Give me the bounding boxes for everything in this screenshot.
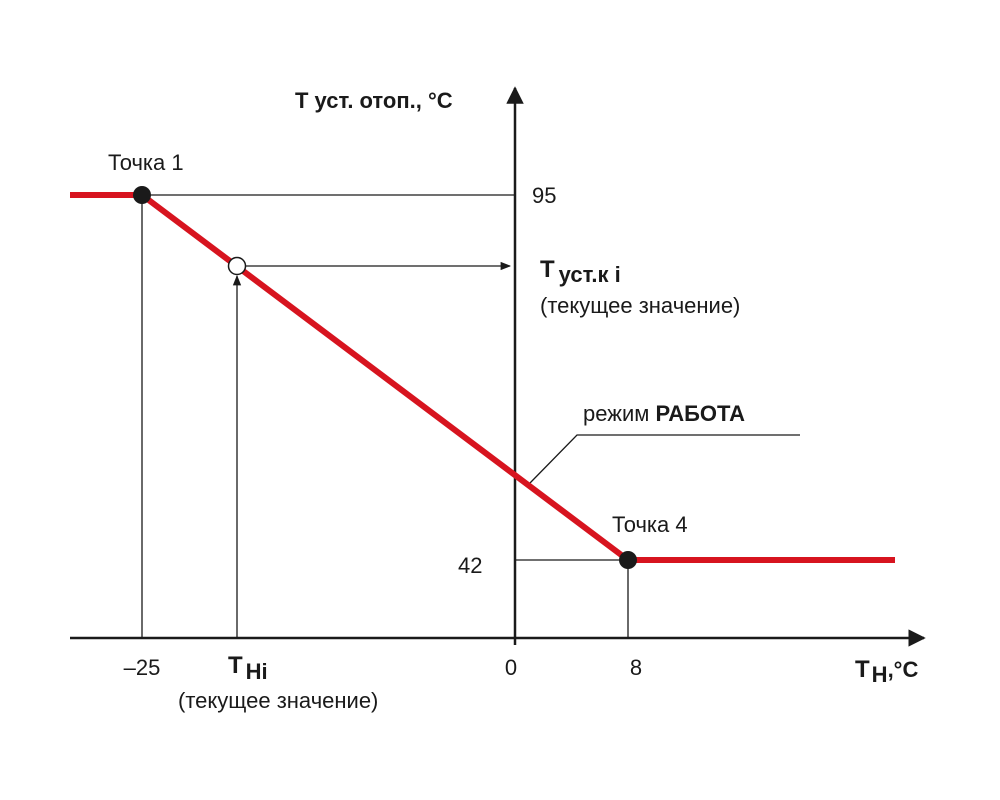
setpoint-main: Т — [540, 256, 555, 283]
y-axis-label: Т уст. отоп., °С — [295, 88, 453, 113]
x-tick-label: 0 — [505, 655, 517, 680]
y-tick-label: 42 — [458, 553, 482, 578]
outdoor-sub: Нi — [246, 659, 268, 684]
mode-name: РАБОТА — [655, 401, 745, 426]
mode-label: режим РАБОТА — [583, 401, 745, 426]
heating-curve — [70, 192, 895, 563]
x-axis-label: ТН,°С — [855, 656, 918, 687]
point-label: Точка 4 — [612, 512, 688, 537]
point-label: Точка 1 — [108, 150, 184, 175]
point-4 — [619, 551, 637, 569]
y-tick-label: 95 — [532, 183, 556, 208]
setpoint-note: (текущее значение) — [540, 293, 740, 318]
point-1 — [133, 186, 151, 204]
mode-prefix: режим — [583, 401, 649, 426]
setpoint-sub: уст.к i — [559, 262, 621, 287]
x-tick-label: 8 — [630, 655, 642, 680]
outdoor-note: (текущее значение) — [178, 688, 378, 713]
x-tick-label: –25 — [124, 655, 161, 680]
outdoor-label: Т Нi — [228, 652, 268, 684]
x-label-unit: ,°С — [888, 657, 919, 682]
x-label-sub: Н — [872, 662, 888, 687]
mode-leader — [529, 434, 800, 484]
current-point — [227, 256, 247, 276]
outdoor-main: Т — [228, 652, 243, 679]
x-label-main: Т — [855, 656, 870, 683]
